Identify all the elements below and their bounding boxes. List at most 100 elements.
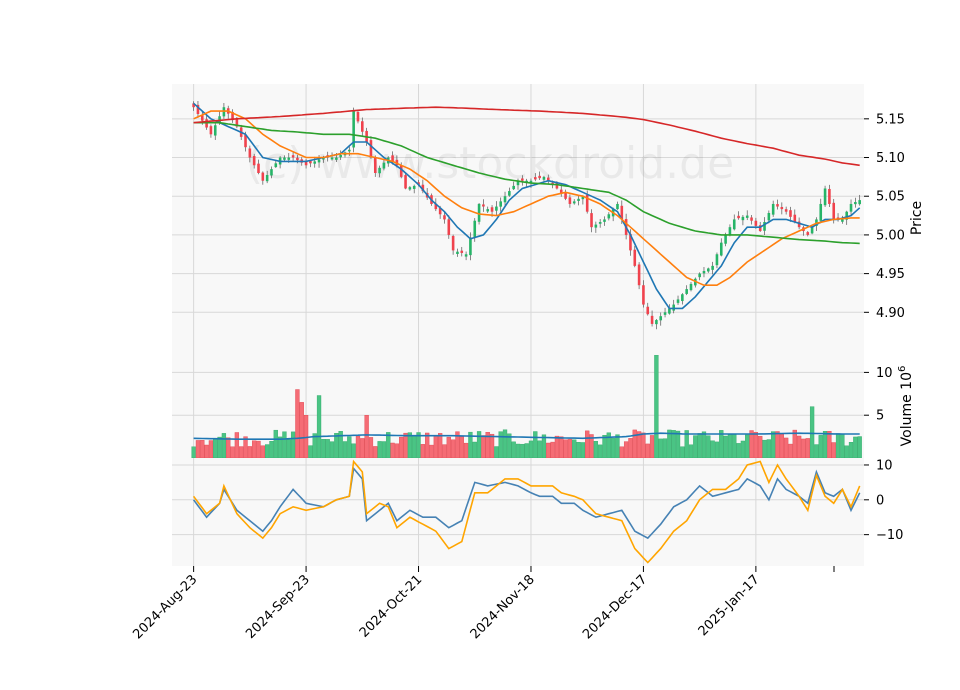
volume-bar-up bbox=[675, 430, 681, 459]
volume-bar-down bbox=[796, 435, 802, 459]
volume-bar-up bbox=[377, 441, 382, 459]
candle-down bbox=[646, 306, 650, 315]
candle-down bbox=[438, 208, 442, 215]
candle-down bbox=[200, 115, 204, 121]
volume-bar-down bbox=[619, 446, 624, 459]
x-tick-label: 2024-Oct-21 bbox=[357, 572, 425, 640]
candle-down bbox=[538, 175, 541, 179]
volume-bar-down bbox=[239, 446, 244, 459]
volume-bar-up bbox=[671, 430, 676, 459]
candle-down bbox=[244, 134, 247, 148]
volume-bar-down bbox=[641, 432, 646, 459]
candle-up bbox=[508, 191, 511, 196]
volume-bar-up bbox=[381, 441, 387, 459]
volume-bar-up bbox=[528, 440, 534, 459]
candle-down bbox=[490, 207, 494, 212]
candle-down bbox=[568, 197, 572, 204]
volume-bar-down bbox=[827, 430, 832, 459]
candle-up bbox=[352, 111, 355, 148]
candle-down bbox=[754, 220, 758, 226]
volume-average bbox=[193, 432, 860, 440]
candle-up bbox=[577, 198, 580, 201]
oscillator-ytick-label: 10 bbox=[876, 458, 893, 473]
candle-up bbox=[728, 227, 732, 236]
volume-bar-down bbox=[779, 434, 784, 459]
candle-up bbox=[676, 299, 680, 303]
sma-lines bbox=[193, 102, 861, 310]
candle-up bbox=[274, 163, 278, 168]
price-ytick-label: 5.15 bbox=[876, 112, 905, 127]
volume-bar-down bbox=[252, 440, 257, 459]
candle-up bbox=[724, 234, 727, 244]
volume-bar-up bbox=[822, 431, 828, 459]
oscillator-ytick-label: 0 bbox=[876, 493, 884, 508]
volume-bar-down bbox=[801, 438, 806, 459]
sma-short-line bbox=[193, 102, 861, 310]
candle-up bbox=[719, 242, 723, 256]
volume-bar-down bbox=[489, 433, 495, 459]
sma-longest-line bbox=[193, 106, 860, 167]
volume-bar-up bbox=[572, 439, 577, 459]
candle-down bbox=[261, 172, 265, 181]
volume-bar-up bbox=[710, 440, 715, 459]
candle-down bbox=[447, 219, 451, 235]
candle-down bbox=[828, 188, 831, 204]
volume-ytick-label: 10 bbox=[876, 366, 893, 381]
candle-up bbox=[655, 320, 658, 325]
candle-up bbox=[849, 203, 853, 212]
volume-bar-up bbox=[347, 436, 352, 459]
candle-up bbox=[763, 222, 766, 231]
candle-down bbox=[780, 206, 784, 210]
volume-bar-up bbox=[662, 438, 668, 459]
candle-up bbox=[283, 157, 286, 160]
candle-down bbox=[758, 225, 762, 232]
oscillator-panel-bg bbox=[172, 458, 864, 566]
volume-bar-down bbox=[628, 438, 633, 459]
candle-up bbox=[771, 203, 775, 215]
candle-up bbox=[698, 273, 701, 278]
candle-down bbox=[806, 232, 810, 235]
volume-bar-down bbox=[775, 431, 780, 459]
candle-down bbox=[534, 177, 537, 180]
volume-bar-up bbox=[732, 434, 737, 459]
volume-bar-up bbox=[321, 439, 326, 459]
volume-bar-down bbox=[550, 441, 555, 459]
candle-down bbox=[296, 157, 299, 161]
volume-bar-up bbox=[217, 436, 222, 459]
volume-axis-label: Volume 106 bbox=[897, 366, 915, 447]
candle-down bbox=[421, 184, 425, 192]
price-ytick-label: 5.00 bbox=[876, 228, 905, 243]
volume-bar-up bbox=[736, 443, 741, 459]
candle-up bbox=[317, 159, 321, 163]
volume-bar-down bbox=[554, 435, 560, 459]
volume-bar-up bbox=[386, 432, 391, 459]
candle-up bbox=[339, 154, 342, 158]
volume-bar-down bbox=[429, 444, 434, 459]
candle-down bbox=[451, 235, 455, 251]
volume-bar-up bbox=[580, 442, 586, 459]
volume-bar-down bbox=[204, 444, 209, 459]
candle-up bbox=[581, 196, 585, 200]
volume-bar-down bbox=[623, 441, 629, 459]
candle-down bbox=[361, 121, 364, 132]
volume-bar-down bbox=[559, 436, 564, 459]
candle-down bbox=[789, 210, 792, 217]
volume-bar-down bbox=[403, 432, 408, 459]
oscillator-orange-line bbox=[192, 459, 861, 564]
volume-bar-up bbox=[771, 431, 776, 459]
candle-down bbox=[391, 155, 394, 162]
sma-mid-line bbox=[193, 110, 860, 286]
volume-bar-up bbox=[848, 442, 854, 459]
volume-bar-up bbox=[706, 435, 711, 459]
x-axis: 2024-Aug-23 2024-Sep-23 2024-Oct-21 2024-No… bbox=[130, 566, 835, 642]
candle-up bbox=[287, 157, 291, 160]
candle-down bbox=[252, 156, 256, 166]
candle-up bbox=[348, 149, 351, 152]
x-tick-label: 2024-Nov-18 bbox=[468, 572, 538, 642]
candle-up bbox=[464, 254, 468, 257]
volume-bar-down bbox=[360, 438, 365, 459]
candle-down bbox=[521, 178, 524, 181]
candle-down bbox=[737, 215, 740, 219]
candle-up bbox=[495, 206, 498, 211]
volume-bar-up bbox=[511, 441, 516, 459]
